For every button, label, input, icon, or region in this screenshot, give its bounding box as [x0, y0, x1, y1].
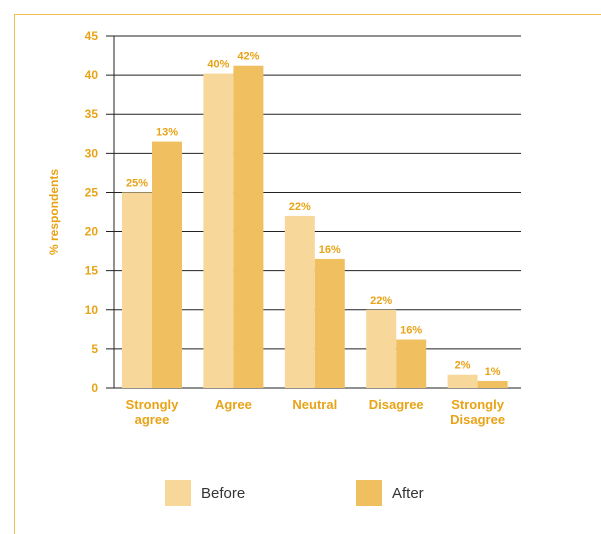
x-tick-label: Strongly: [451, 397, 504, 412]
data-label: 2%: [455, 360, 471, 372]
bar-after: [152, 141, 182, 388]
data-label: 40%: [207, 59, 229, 71]
y-tick-label: 25: [85, 185, 99, 199]
x-tick-label: agree: [135, 412, 170, 427]
x-tick-label: Disagree: [369, 397, 424, 412]
x-tick-label: Strongly: [126, 397, 179, 412]
bar-after: [477, 380, 508, 388]
y-tick-label: 20: [85, 225, 99, 239]
bar-after: [314, 258, 345, 388]
bar-before: [366, 309, 397, 388]
data-label: 13%: [156, 127, 178, 139]
data-label: 22%: [370, 295, 392, 307]
legend-item-before: Before: [165, 480, 245, 506]
data-label: 16%: [319, 244, 341, 256]
bar-before: [122, 192, 152, 388]
data-label: 42%: [237, 51, 259, 63]
y-tick-label: 5: [91, 342, 98, 356]
chart-frame: [14, 14, 601, 534]
bar-after: [396, 339, 427, 388]
legend-label-before: Before: [201, 484, 246, 502]
y-axis-label: % respondents: [47, 169, 61, 255]
y-tick-label: 40: [85, 68, 99, 82]
y-tick-label: 35: [85, 107, 99, 121]
legend-label-after: After: [392, 484, 424, 502]
y-tick-label: 45: [85, 29, 99, 43]
legend-swatch-after: [356, 480, 382, 506]
bar-after: [233, 65, 264, 389]
bar-chart: 0 5 10 15 20 25 30 35 40 45 % respondents 25% 13% Str…: [47, 29, 521, 427]
data-label: 1%: [485, 366, 501, 378]
legend: Before After: [0, 480, 601, 506]
bar-before: [284, 215, 315, 388]
data-label: 22%: [289, 201, 311, 213]
data-label: 16%: [400, 325, 422, 337]
y-tick-label: 30: [85, 146, 99, 160]
legend-swatch-before: [165, 480, 191, 506]
bar-before: [203, 73, 234, 389]
bar-before: [447, 374, 478, 388]
x-tick-label: Disagree: [450, 412, 505, 427]
y-tick-label: 15: [85, 264, 99, 278]
x-tick-label: Agree: [215, 397, 252, 412]
y-tick-label: 0: [91, 381, 98, 395]
data-label: 25%: [126, 177, 148, 189]
y-tick-label: 10: [85, 303, 99, 317]
legend-item-after: After: [356, 480, 424, 506]
x-tick-label: Neutral: [292, 397, 337, 412]
